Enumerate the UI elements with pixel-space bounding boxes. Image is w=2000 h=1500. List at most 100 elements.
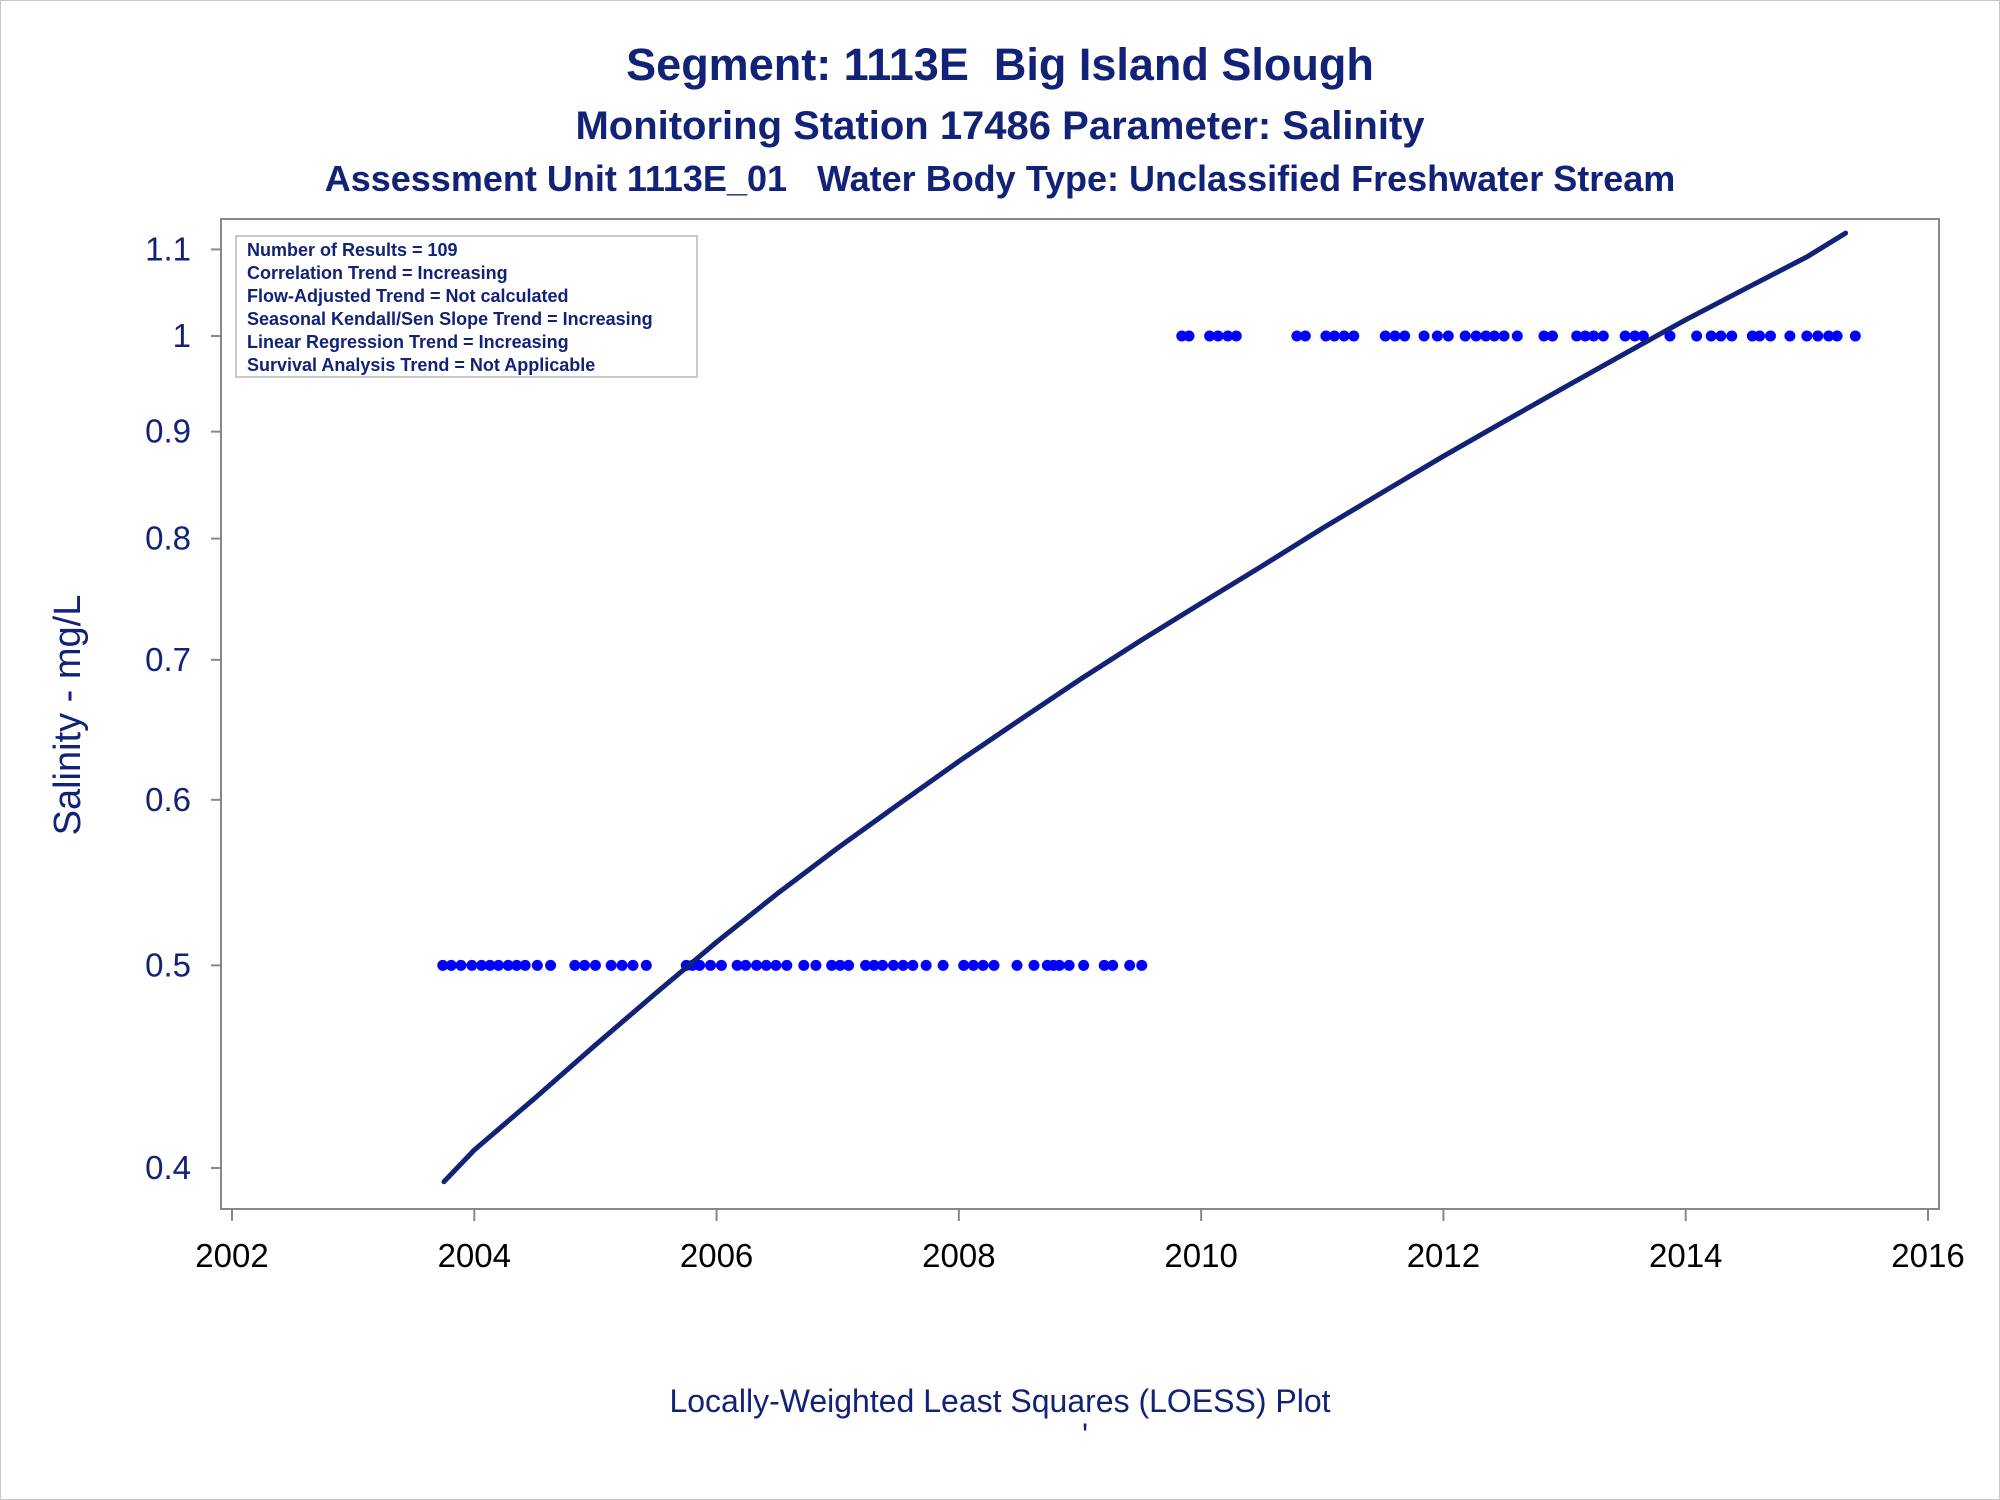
data-point [493,959,505,971]
y-tick-label: 0.4 [145,1149,191,1186]
data-point [1629,330,1641,342]
x-tick-label: 2008 [922,1237,995,1274]
data-point [1715,330,1727,342]
x-axis: 2002 2004 2006 2008 2010 2012 2014 2016 [195,1209,1965,1274]
y-tick-label: 1.1 [145,230,191,267]
data-point [1230,330,1242,342]
data-point [770,959,782,971]
legend-flow-adjusted-trend: Flow-Adjusted Trend = Not calculated [247,286,569,306]
data-point [1338,330,1350,342]
data-point [1204,330,1216,342]
data-point [437,959,449,971]
legend-number-of-results: Number of Results = 109 [247,240,458,260]
data-point [466,959,478,971]
data-point [731,959,743,971]
footnote: Locally-Weighted Least Squares (LOESS) P… [669,1383,1330,1419]
data-point [1588,330,1600,342]
y-tick-label: 0.7 [145,641,191,678]
data-point [1726,330,1738,342]
data-point [810,959,822,971]
data-point [705,959,717,971]
loess-curve [441,230,1849,1185]
data-point [868,959,880,971]
data-point [502,959,514,971]
data-point [1488,330,1500,342]
data-point [1801,330,1813,342]
data-point [1480,330,1492,342]
x-tick-label: 2002 [195,1237,268,1274]
data-point [616,959,628,971]
data-point [1124,959,1136,971]
data-point [1511,330,1523,342]
data-point [1063,959,1075,971]
data-point [445,959,457,971]
data-point [1222,330,1234,342]
trend-legend: Number of Results = 109 Correlation Tren… [235,235,698,378]
data-point [1784,330,1796,342]
data-point [1379,330,1391,342]
data-point [1028,959,1040,971]
y-tick-label: 0.9 [145,413,191,450]
data-point [781,959,793,971]
chart-subtitle-2: Assessment Unit 1113E_01 Water Body Type… [325,158,1676,199]
y-axis-label: Salinity - mg/L [47,595,89,836]
data-point [1320,330,1332,342]
data-point [1459,330,1471,342]
data-point [1291,330,1303,342]
data-point [977,959,989,971]
data-point [1546,330,1558,342]
data-point [751,959,763,971]
x-tick-label: 2010 [1164,1237,1237,1274]
data-point [897,959,909,971]
data-point [531,959,543,971]
data-point [1664,330,1676,342]
data-point [1470,330,1482,342]
data-point [1579,330,1591,342]
data-point [843,959,855,971]
data-point [1538,330,1550,342]
y-tick-label: 0.5 [145,946,191,983]
data-point [1348,330,1360,342]
data-point [1849,330,1861,342]
data-point [1136,959,1148,971]
data-point [1431,330,1443,342]
data-point [1823,330,1835,342]
chart-title: Segment: 1113E Big Island Slough [626,39,1374,90]
data-point [1498,330,1510,342]
data-point [589,959,601,971]
data-point [920,959,932,971]
x-tick-label: 2006 [680,1237,753,1274]
data-point [1098,959,1110,971]
y-axis: 0.4 0.5 0.6 0.7 0.8 0.9 1 1.1 [145,230,221,1186]
data-point [1691,330,1703,342]
data-point [1705,330,1717,342]
data-point [1619,330,1631,342]
data-point [1299,330,1311,342]
data-point [1389,330,1401,342]
data-point [1831,330,1843,342]
data-points [437,330,1861,971]
legend-survival-analysis-trend: Survival Analysis Trend = Not Applicable [247,355,595,375]
data-point [988,959,1000,971]
data-point [569,959,581,971]
y-tick-label: 1 [173,317,191,354]
data-point [1754,330,1766,342]
data-point [715,959,727,971]
x-tick-label: 2016 [1891,1237,1964,1274]
data-point [694,959,706,971]
data-point [826,959,838,971]
data-point [579,959,591,971]
chart-subtitle: Monitoring Station 17486 Parameter: Sali… [575,104,1425,148]
data-point [1107,959,1119,971]
data-point [1637,330,1649,342]
data-point [511,959,523,971]
data-point [1212,330,1224,342]
legend-correlation-trend: Correlation Trend = Increasing [247,263,508,283]
data-point [1812,330,1824,342]
y-tick-label: 0.6 [145,781,191,818]
data-point [760,959,772,971]
data-point [860,959,872,971]
data-point [1597,330,1609,342]
data-point [798,959,810,971]
